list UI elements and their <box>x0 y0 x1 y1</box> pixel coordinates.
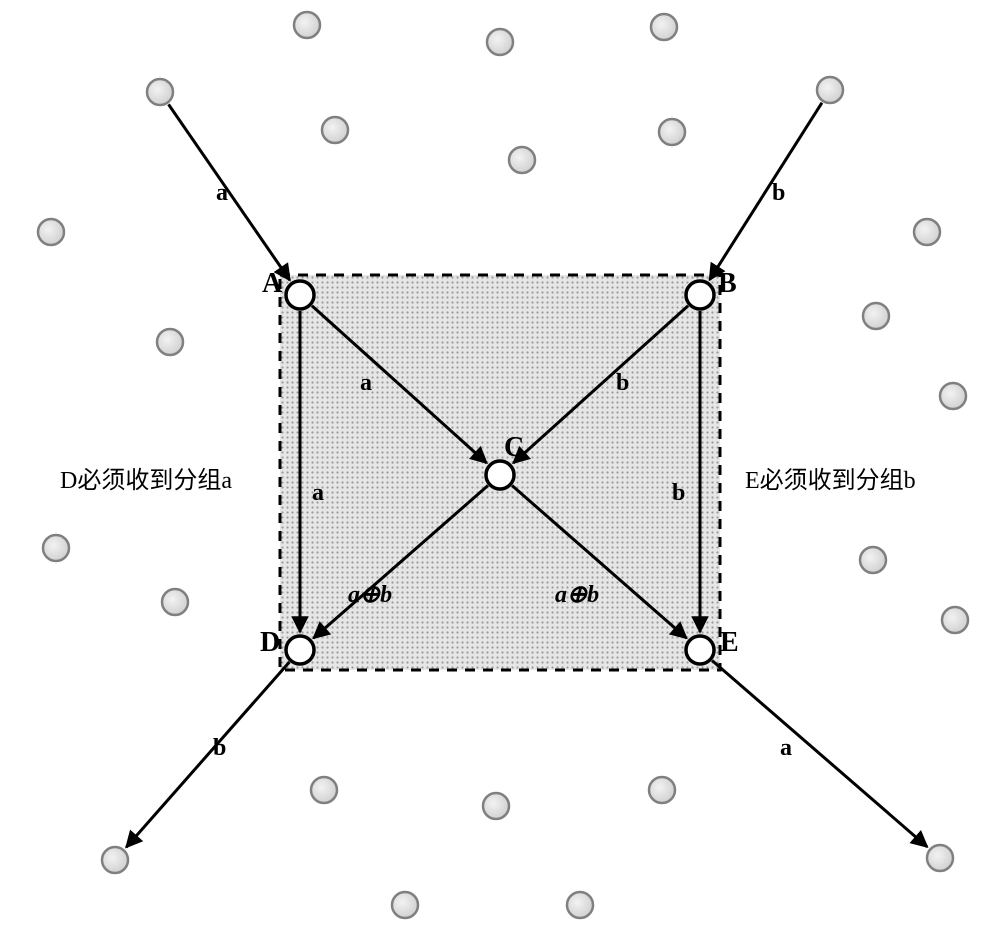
bg-node-9 <box>914 219 940 245</box>
bg-node-16 <box>942 607 968 633</box>
bg-node-18 <box>927 845 953 871</box>
node-C <box>486 461 514 489</box>
bg-node-0 <box>294 12 320 38</box>
bg-node-6 <box>509 147 535 173</box>
bg-node-2 <box>651 14 677 40</box>
bg-node-7 <box>659 119 685 145</box>
edge-label-6: a⊕b <box>348 580 392 609</box>
right-caption: E必须收到分组b <box>745 460 916 495</box>
edge-0 <box>169 104 290 280</box>
edge-label-7: a⊕b <box>555 580 599 609</box>
bg-node-5 <box>322 117 348 143</box>
bg-node-11 <box>863 303 889 329</box>
bg-node-1 <box>487 29 513 55</box>
bg-node-10 <box>157 329 183 355</box>
node-label-A: A <box>262 268 282 300</box>
node-E <box>686 636 714 664</box>
edge-label-0: a <box>216 180 228 207</box>
node-label-E: E <box>720 627 739 659</box>
node-D <box>286 636 314 664</box>
edge-1 <box>710 103 822 280</box>
bg-node-22 <box>392 892 418 918</box>
bg-node-3 <box>147 79 173 105</box>
bg-node-12 <box>940 383 966 409</box>
edge-label-1: b <box>772 180 785 207</box>
node-label-C: C <box>504 432 524 464</box>
bg-node-13 <box>43 535 69 561</box>
node-B <box>686 281 714 309</box>
bg-node-19 <box>311 777 337 803</box>
edge-label-9: a <box>780 735 792 762</box>
diagram-root: D必须收到分组a E必须收到分组b a b a b a b a⊕b a⊕b b a A B C D E <box>0 0 1000 935</box>
edge-8 <box>126 662 289 847</box>
node-A <box>286 281 314 309</box>
bg-node-15 <box>860 547 886 573</box>
edge-label-3: b <box>616 370 629 397</box>
edge-label-4: a <box>312 480 324 507</box>
bg-node-8 <box>38 219 64 245</box>
edge-label-2: a <box>360 370 372 397</box>
edge-label-8: b <box>213 735 226 762</box>
edge-9 <box>712 660 927 846</box>
bg-node-20 <box>483 793 509 819</box>
bg-node-23 <box>567 892 593 918</box>
bg-node-14 <box>162 589 188 615</box>
bg-node-17 <box>102 847 128 873</box>
bg-node-21 <box>649 777 675 803</box>
node-label-D: D <box>260 627 280 659</box>
left-caption: D必须收到分组a <box>60 460 232 495</box>
edge-label-5: b <box>672 480 685 507</box>
bg-node-4 <box>817 77 843 103</box>
node-label-B: B <box>718 268 737 300</box>
